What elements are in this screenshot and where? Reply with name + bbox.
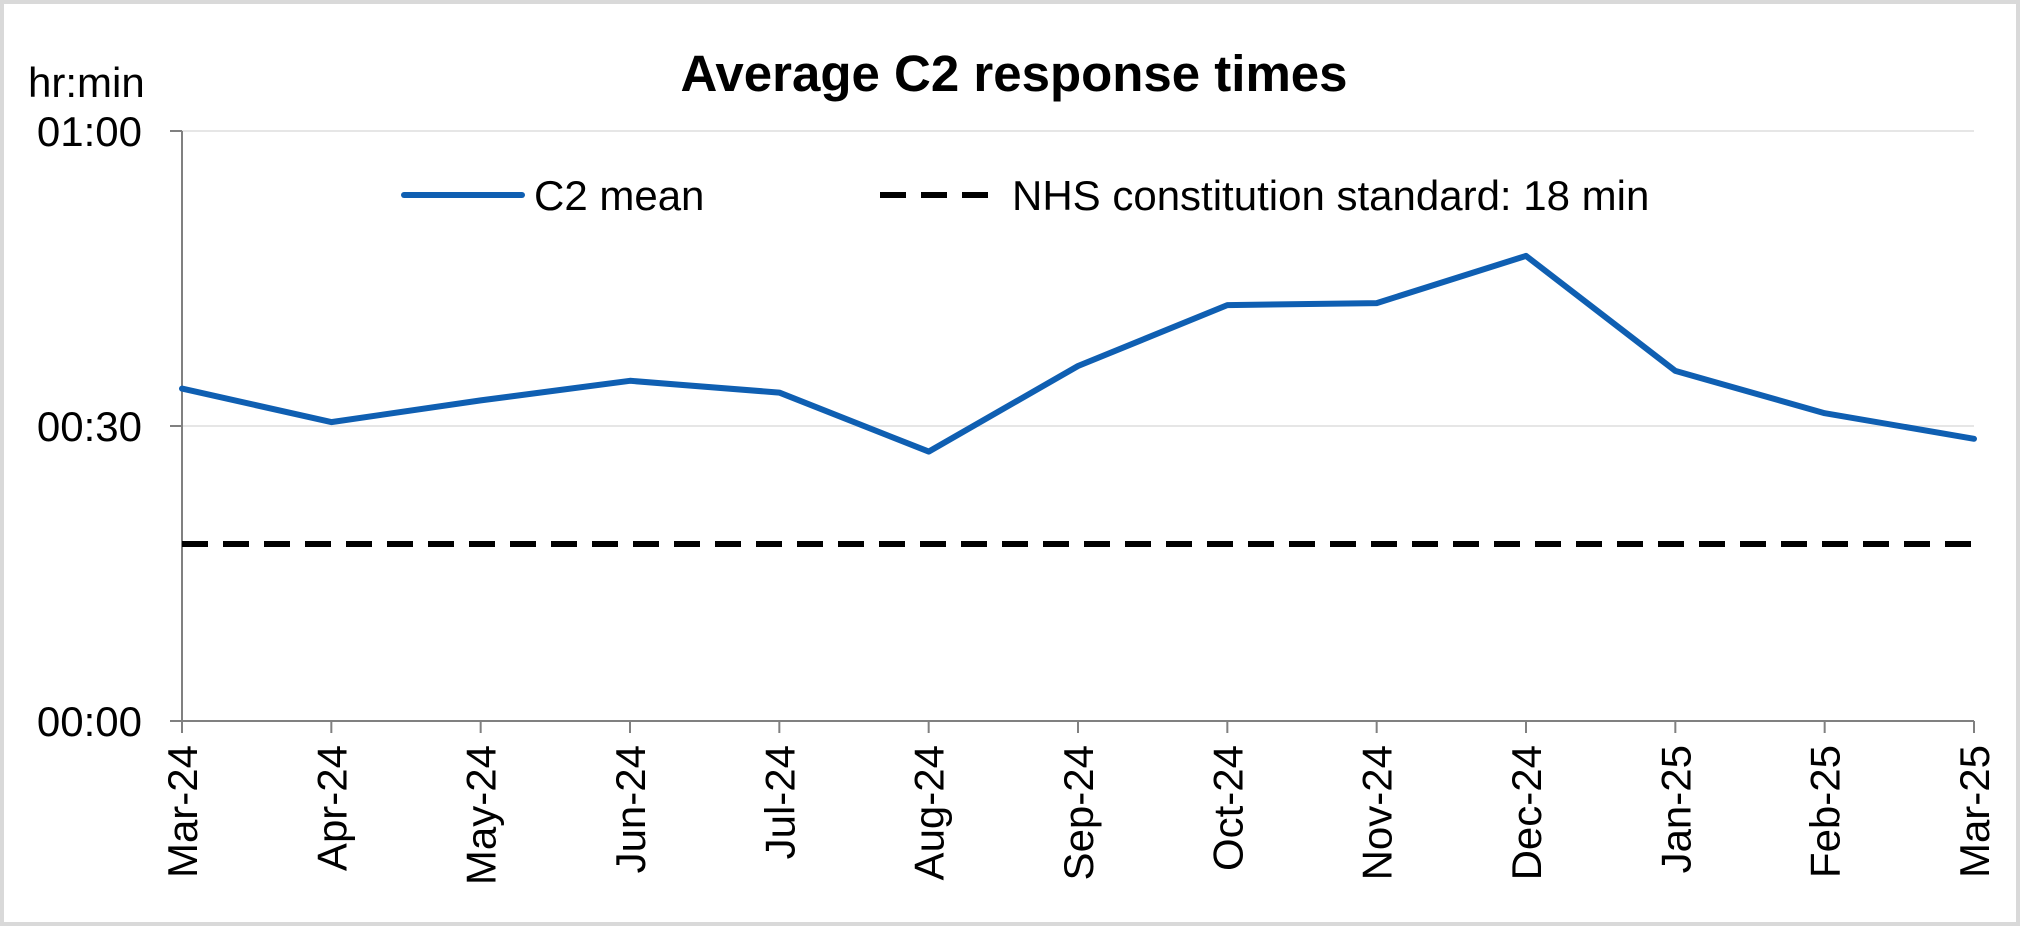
series-layer xyxy=(182,256,1974,544)
chart-title: Average C2 response times xyxy=(680,45,1347,102)
x-tick-label: Jun-24 xyxy=(607,745,654,873)
y-tick-labels: 00:00 00:30 01:00 xyxy=(37,108,142,745)
legend: C2 mean NHS constitution standard: 18 min xyxy=(404,172,1649,219)
x-tick-label: Jul-24 xyxy=(756,745,803,859)
y-tick-label: 00:30 xyxy=(37,403,142,450)
x-tick-label: Jan-25 xyxy=(1652,745,1699,873)
x-tick-label: Dec-24 xyxy=(1503,745,1550,880)
legend-label: C2 mean xyxy=(534,172,704,219)
series-line xyxy=(182,256,1974,452)
x-tick-label: Oct-24 xyxy=(1204,745,1251,871)
x-tick-label: Nov-24 xyxy=(1354,745,1401,880)
x-tick-label: Mar-24 xyxy=(159,745,206,878)
x-tick-label: May-24 xyxy=(458,745,505,885)
x-tick-label: Sep-24 xyxy=(1055,745,1102,880)
y-tick-label: 01:00 xyxy=(37,108,142,155)
x-tick-label: Aug-24 xyxy=(906,745,953,880)
x-tick-label: Apr-24 xyxy=(308,745,355,871)
y-tick-label: 00:00 xyxy=(37,698,142,745)
legend-label: NHS constitution standard: 18 min xyxy=(1012,172,1649,219)
y-axis-unit-label: hr:min xyxy=(28,59,145,106)
x-tick-labels: Mar-24 Apr-24 May-24 Jun-24 Jul-24 Aug-24 Sep-… xyxy=(159,745,1998,885)
line-chart: Average C2 response times hr:min 00:0000… xyxy=(4,4,2020,930)
x-tick-label: Feb-25 xyxy=(1802,745,1849,878)
series-0 xyxy=(182,256,1974,452)
axes xyxy=(170,131,1974,733)
x-tick-label: Mar-25 xyxy=(1951,745,1998,878)
